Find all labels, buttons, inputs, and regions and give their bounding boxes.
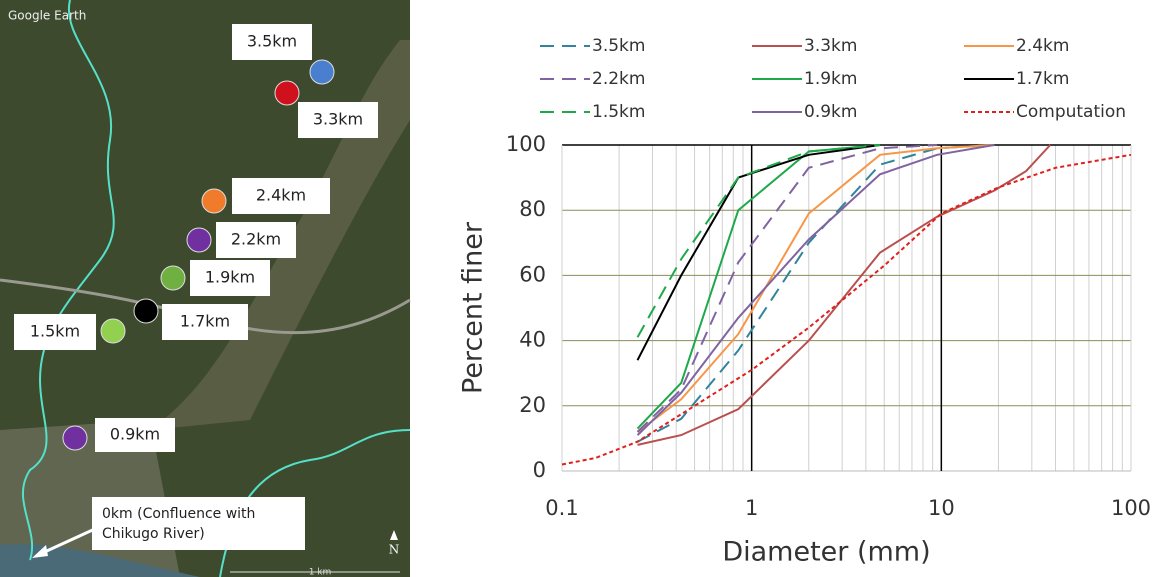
y-tick-label: 40 <box>519 328 546 352</box>
legend-label: Computation <box>1016 102 1126 122</box>
map-label: 3.5km <box>247 32 297 51</box>
marker <box>160 265 186 291</box>
legend-label: 1.9km <box>804 69 857 89</box>
map-label: 2.4km <box>256 186 306 205</box>
marker <box>186 227 212 253</box>
series-line <box>636 144 995 433</box>
map-label: 0km (Confluence with <box>102 506 255 522</box>
y-tick-label: 20 <box>519 393 546 417</box>
series-line <box>636 144 881 338</box>
map-label: 3.3km <box>313 110 363 129</box>
label-box <box>14 314 96 350</box>
series-line <box>637 144 1051 446</box>
map: Google Earth 3.5km 3.3km 2.4km 2.2km 1.9… <box>0 0 411 577</box>
series-line <box>636 144 881 361</box>
legend-label: 2.2km <box>592 69 645 89</box>
series-line <box>636 144 881 430</box>
x-tick-label: 100 <box>1111 496 1151 520</box>
marker <box>309 59 335 85</box>
legend-label: 3.3km <box>804 36 857 56</box>
map-label: Chikugo River) <box>102 526 205 542</box>
x-tick-label: 1 <box>745 496 758 520</box>
label-box <box>190 260 270 296</box>
marker <box>201 188 227 214</box>
legend-label: 2.4km <box>1016 36 1069 56</box>
arrowhead <box>32 545 48 558</box>
legend-label: 1.7km <box>1016 69 1069 89</box>
series-line <box>561 153 1132 466</box>
legend-label: 1.5km <box>592 102 645 122</box>
map-label: 0.9km <box>110 425 160 444</box>
map-label: 1.7km <box>180 312 230 331</box>
boundary <box>21 0 115 561</box>
label-box <box>232 178 330 214</box>
x-axis-title: Diameter (mm) <box>722 537 930 568</box>
map-label: 1.9km <box>205 268 255 287</box>
map-label: 2.2km <box>231 230 281 249</box>
chart: 0 20 40 60 80 100 0.1 1 10 100 Percent finer Diamet… <box>458 36 1152 568</box>
label-box <box>216 222 296 258</box>
label-box <box>162 304 248 340</box>
map-label: 1.5km <box>30 322 80 341</box>
marker <box>133 298 159 324</box>
river-chikugo <box>0 544 200 577</box>
y-axis-title: Percent finer <box>458 221 489 394</box>
series-line <box>636 144 995 436</box>
series-line <box>636 144 938 433</box>
north-label: N <box>389 543 400 557</box>
x-tick-label: 0.1 <box>545 496 578 520</box>
arrow <box>37 520 111 557</box>
label-box <box>92 497 305 550</box>
y-tick-label: 80 <box>519 197 546 221</box>
marker <box>100 318 126 344</box>
y-tick-label: 100 <box>506 132 546 156</box>
series-line <box>637 144 995 443</box>
attribution: Google Earth <box>8 9 86 23</box>
y-tick-label: 0 <box>533 458 546 482</box>
marker <box>62 425 88 451</box>
scale-label: 1 km <box>309 568 332 577</box>
legend-label: 3.5km <box>592 36 645 56</box>
north-arrow <box>390 530 398 540</box>
label-box <box>232 24 312 60</box>
x-tick-label: 10 <box>928 496 955 520</box>
marker <box>274 80 300 106</box>
label-box <box>95 418 175 452</box>
y-tick-label: 60 <box>519 262 546 286</box>
label-box <box>298 102 378 138</box>
legend-label: 0.9km <box>804 102 857 122</box>
